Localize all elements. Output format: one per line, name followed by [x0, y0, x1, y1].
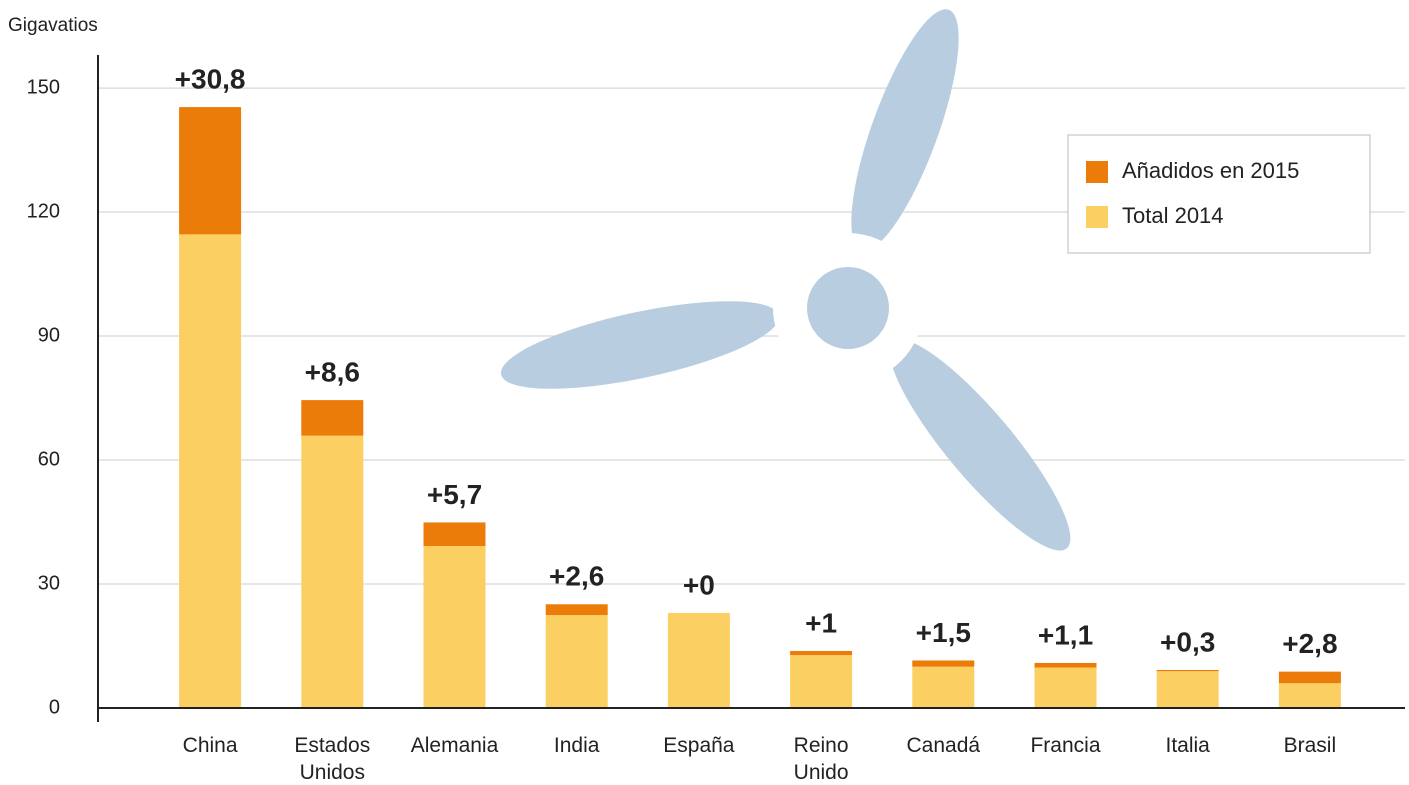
value-label: +0: [683, 569, 715, 600]
x-tick-label: Francia: [1030, 734, 1101, 757]
x-tick-label: Brasil: [1283, 734, 1337, 757]
value-label: +1: [805, 607, 837, 638]
bar-segment: [1034, 667, 1097, 708]
y-tick-label: 0: [49, 696, 60, 718]
x-tick-label: Estados Unidos: [294, 734, 371, 784]
bar-segment: [912, 660, 975, 667]
bar-segment: [423, 545, 486, 708]
value-label: +1,5: [916, 617, 971, 648]
x-tick-label: Italia: [1165, 734, 1210, 757]
bar-segment: [179, 234, 242, 708]
x-tick-label: Reino Unido: [793, 734, 849, 784]
blade: [889, 339, 1071, 551]
value-label: +2,8: [1282, 628, 1337, 659]
y-tick-label: 150: [27, 76, 60, 98]
bar-segment: [545, 615, 608, 708]
value-label: +30,8: [175, 63, 246, 94]
legend-swatch: [1086, 161, 1108, 183]
blade: [851, 9, 959, 251]
bar-segment: [423, 522, 486, 546]
bar-segment: [179, 107, 242, 235]
value-label: +0,3: [1160, 626, 1215, 657]
bar-segment: [1278, 671, 1341, 684]
y-tick-label: 30: [38, 572, 60, 594]
value-label: +2,6: [549, 561, 604, 592]
x-tick-label: Canadá: [906, 734, 981, 757]
x-tick-label: Alemania: [410, 734, 499, 757]
bar-segment: [1278, 683, 1341, 708]
bar-segment: [301, 435, 364, 708]
x-tick-label: China: [182, 734, 238, 757]
bar-segment: [667, 612, 730, 708]
value-label: +5,7: [427, 479, 482, 510]
legend-label: Total 2014: [1122, 203, 1224, 228]
bar-segment: [790, 650, 853, 656]
turbine-illustration: [500, 9, 1071, 551]
y-tick-label: 90: [38, 324, 60, 346]
value-label: +1,1: [1038, 619, 1093, 650]
bar-segment: [1156, 669, 1219, 672]
legend-label: Añadidos en 2015: [1122, 158, 1299, 183]
y-tick-label: 120: [27, 200, 60, 222]
x-tick-label: España: [663, 734, 735, 757]
bar-segment: [790, 655, 853, 708]
bar-segment: [301, 400, 364, 436]
blade: [500, 301, 780, 389]
x-tick-label: India: [553, 734, 600, 757]
bar-segment: [1156, 671, 1219, 708]
y-tick-label: 60: [38, 448, 60, 470]
bar-segment: [1034, 662, 1097, 668]
legend-box: [1067, 134, 1371, 254]
y-axis-label: Gigavatios: [8, 15, 98, 36]
bar-segment: [545, 604, 608, 616]
bar-segment: [912, 666, 975, 708]
hub: [807, 267, 889, 349]
value-label: +8,6: [305, 356, 360, 387]
legend-swatch: [1086, 206, 1108, 228]
